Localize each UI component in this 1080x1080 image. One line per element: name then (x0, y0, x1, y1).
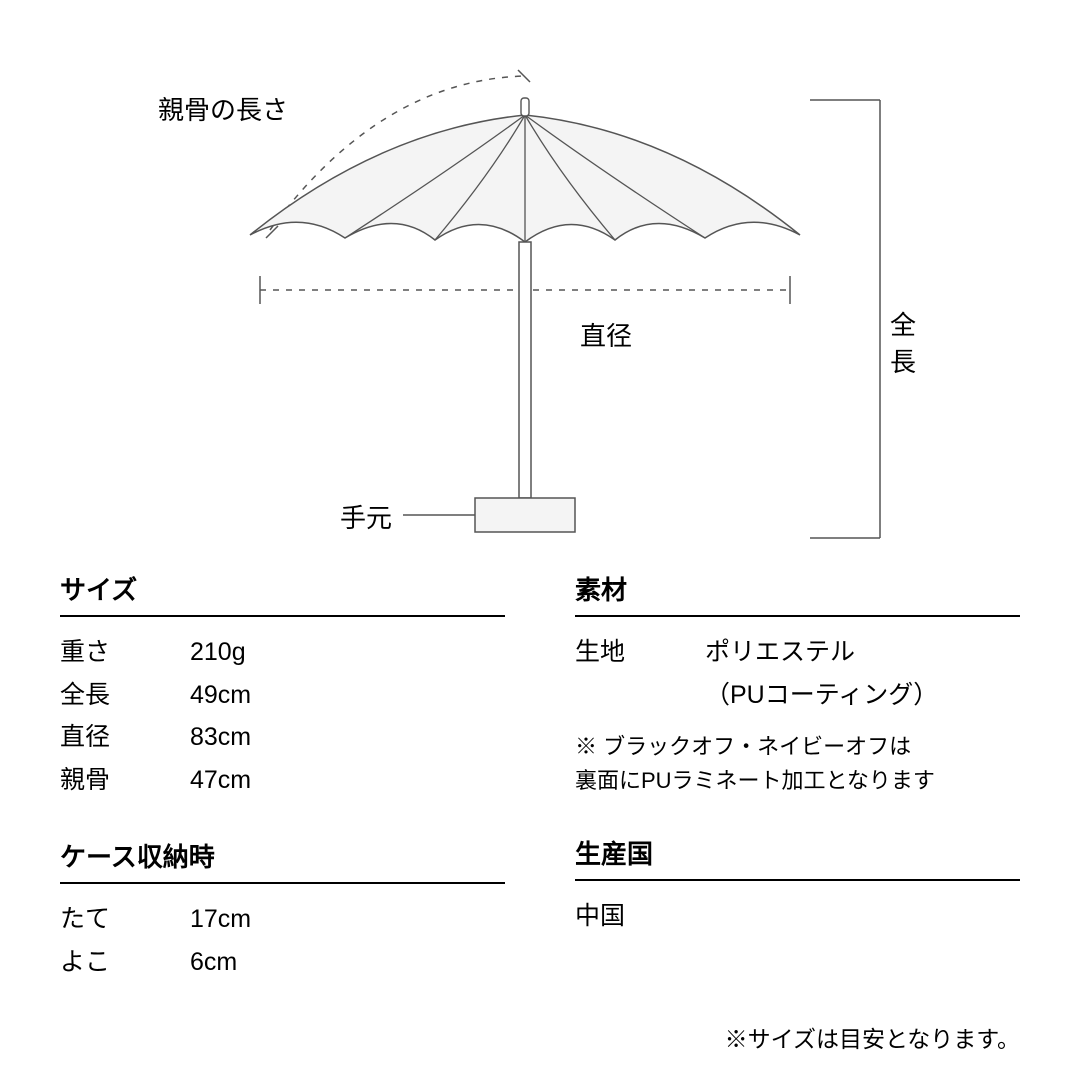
spec-material-note: ※ ブラックオフ・ネイビーオフは 裏面にPUラミネート加工となります (575, 730, 1020, 798)
spec-case-heading: ケース収納時 (60, 837, 505, 884)
spec-value: ポリエステル (705, 631, 1020, 674)
spec-value: （PUコーティング） (705, 674, 1020, 717)
spec-origin: 生産国 中国 (575, 834, 1020, 938)
spec-case: ケース収納時 たて 17cm よこ 6cm (60, 837, 505, 983)
spec-material-heading: 素材 (575, 570, 1020, 617)
spec-key: 全長 (60, 674, 190, 717)
spec-value: 47cm (190, 759, 505, 802)
spec-key (575, 674, 705, 717)
umbrella-diagram: 親骨の長さ 直径 全長 手元 (150, 40, 930, 540)
spec-row: よこ 6cm (60, 941, 505, 984)
spec-value: 49cm (190, 674, 505, 717)
spec-value: 6cm (190, 941, 505, 984)
spec-value: 83cm (190, 716, 505, 759)
spec-key: 生地 (575, 631, 705, 674)
label-diameter: 直径 (580, 316, 632, 353)
spec-row: たて 17cm (60, 898, 505, 941)
spec-area: サイズ 重さ 210g 全長 49cm 直径 83cm 親骨 47cm ケース収… (60, 570, 1020, 1019)
umbrella-canopy (250, 98, 800, 242)
label-full-length: 全長 (890, 305, 930, 379)
label-rib-length: 親骨の長さ (158, 90, 288, 127)
spec-size-heading: サイズ (60, 570, 505, 617)
spec-value: 17cm (190, 898, 505, 941)
spec-row: 中国 (575, 895, 1020, 938)
spec-key: 親骨 (60, 759, 190, 802)
spec-row: 重さ 210g (60, 631, 505, 674)
spec-origin-heading: 生産国 (575, 834, 1020, 881)
spec-material: 素材 生地 ポリエステル （PUコーティング） ※ ブラックオフ・ネイビーオフは… (575, 570, 1020, 798)
spec-row: 生地 ポリエステル (575, 631, 1020, 674)
umbrella-handle (475, 498, 575, 532)
spec-col-right: 素材 生地 ポリエステル （PUコーティング） ※ ブラックオフ・ネイビーオフは… (575, 570, 1020, 1019)
spec-row: 全長 49cm (60, 674, 505, 717)
spec-col-left: サイズ 重さ 210g 全長 49cm 直径 83cm 親骨 47cm ケース収… (60, 570, 505, 1019)
spec-row: （PUコーティング） (575, 674, 1020, 717)
spec-key: たて (60, 898, 190, 941)
spec-row: 直径 83cm (60, 716, 505, 759)
spec-row: 親骨 47cm (60, 759, 505, 802)
umbrella-shaft (519, 242, 531, 498)
label-handle: 手元 (340, 498, 392, 535)
spec-key: よこ (60, 941, 190, 984)
spec-size: サイズ 重さ 210g 全長 49cm 直径 83cm 親骨 47cm (60, 570, 505, 801)
footnote: ※サイズは目安となります。 (725, 1020, 1020, 1054)
spec-value: 中国 (575, 895, 1020, 938)
spec-key: 直径 (60, 716, 190, 759)
full-length-bracket (810, 100, 880, 538)
spec-key: 重さ (60, 631, 190, 674)
spec-value: 210g (190, 631, 505, 674)
